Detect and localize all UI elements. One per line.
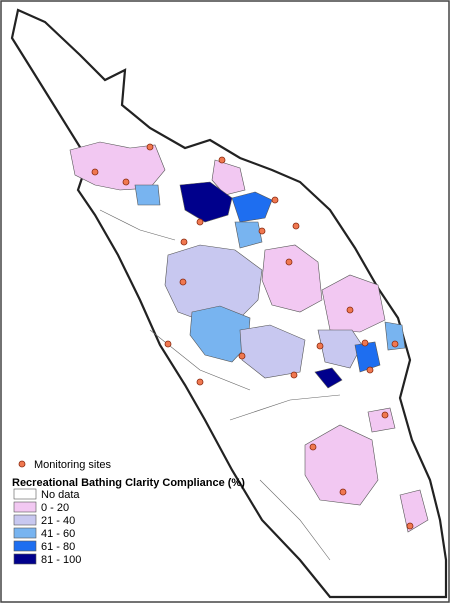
catchment	[399, 489, 429, 533]
river	[259, 479, 331, 561]
monitoring-site	[146, 143, 154, 151]
legend-swatch	[13, 514, 37, 526]
monitoring-site	[285, 258, 293, 266]
legend-label: 21 - 40	[41, 515, 75, 527]
catchment	[134, 184, 161, 206]
legend-swatch	[13, 553, 37, 565]
catchment	[314, 367, 343, 389]
monitoring-site	[339, 488, 347, 496]
catchment	[261, 244, 323, 313]
monitoring-site	[391, 340, 399, 348]
catchment	[384, 321, 406, 351]
legend-title: Recreational Bathing Clarity Compliance …	[12, 477, 245, 489]
legend-swatch	[13, 488, 37, 500]
monitoring-site	[381, 411, 389, 419]
river	[99, 209, 176, 241]
rivers	[99, 209, 341, 561]
legend-sites-label: Monitoring sites	[34, 459, 112, 471]
legend-label: 81 - 100	[41, 554, 81, 566]
monitoring-site	[346, 306, 354, 314]
monitoring-site	[309, 443, 317, 451]
monitoring-site	[361, 339, 369, 347]
catchment	[367, 407, 396, 433]
catchment	[239, 324, 306, 379]
monitoring-site	[316, 342, 324, 350]
legend-site-symbol	[18, 460, 26, 468]
monitoring-site	[196, 218, 204, 226]
monitoring-site	[238, 352, 246, 360]
monitoring-site	[218, 156, 226, 164]
legend-swatch	[13, 527, 37, 539]
legend-swatch	[13, 501, 37, 513]
catchment	[304, 424, 379, 506]
monitoring-site	[122, 178, 130, 186]
monitoring-site	[180, 238, 188, 246]
monitoring-site	[179, 278, 187, 286]
monitoring-site	[91, 168, 99, 176]
monitoring-site	[366, 366, 374, 374]
catchment	[164, 244, 263, 323]
legend-label: 0 - 20	[41, 502, 69, 514]
monitoring-site	[271, 196, 279, 204]
monitoring-site	[258, 227, 266, 235]
legend-label: 61 - 80	[41, 541, 75, 553]
catchment	[69, 141, 166, 191]
legend-label: 41 - 60	[41, 528, 75, 540]
monitoring-site	[406, 522, 414, 530]
legend-label: No data	[41, 489, 80, 501]
catchment	[211, 159, 246, 196]
catchment	[317, 329, 363, 369]
river	[229, 394, 341, 421]
catchment	[179, 181, 233, 223]
monitoring-site	[292, 222, 300, 230]
monitoring-site	[196, 378, 204, 386]
monitoring-site	[290, 371, 298, 379]
monitoring-site	[164, 340, 172, 348]
catchment	[231, 191, 273, 223]
catchments	[69, 141, 429, 533]
catchment	[234, 221, 263, 249]
monitoring-sites	[91, 143, 414, 530]
legend-swatch	[13, 540, 37, 552]
